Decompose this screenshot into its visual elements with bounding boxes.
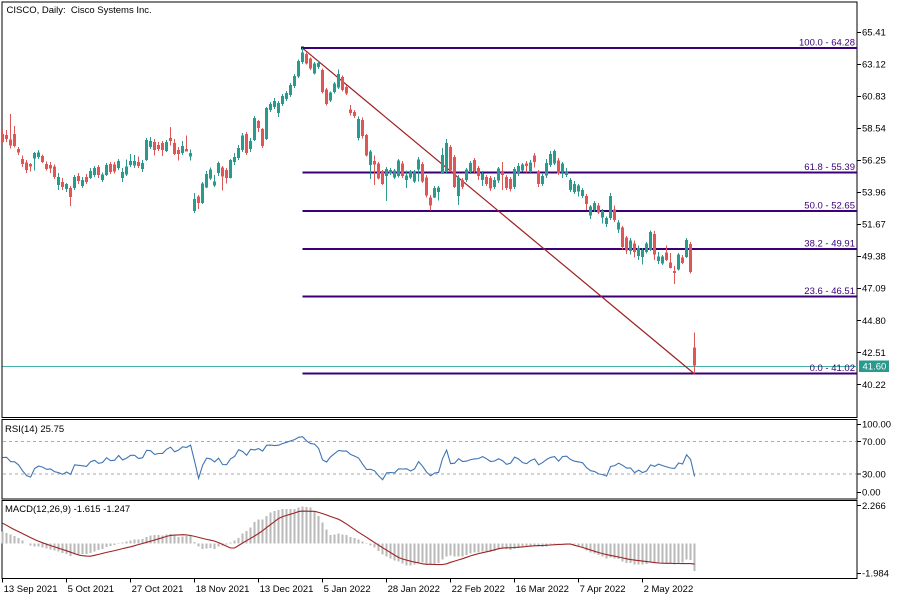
svg-text:2.266: 2.266 (862, 501, 886, 512)
svg-text:13 Dec 2021: 13 Dec 2021 (260, 584, 314, 595)
svg-text:40.22: 40.22 (862, 380, 886, 391)
svg-text:58.54: 58.54 (862, 124, 886, 135)
svg-text:38.2 - 49.91: 38.2 - 49.91 (804, 239, 855, 250)
svg-text:16 Mar 2022: 16 Mar 2022 (516, 584, 569, 595)
svg-text:7 Apr 2022: 7 Apr 2022 (580, 584, 626, 595)
svg-text:30.00: 30.00 (862, 469, 886, 480)
svg-text:22 Feb 2022: 22 Feb 2022 (452, 584, 505, 595)
svg-text:18 Nov 2021: 18 Nov 2021 (196, 584, 250, 595)
svg-text:2 May 2022: 2 May 2022 (644, 584, 694, 595)
svg-text:41.60: 41.60 (863, 362, 887, 373)
svg-text:-1.984: -1.984 (862, 569, 889, 580)
svg-text:100.00: 100.00 (862, 420, 891, 431)
svg-text:27 Oct 2021: 27 Oct 2021 (132, 584, 184, 595)
svg-text:5 Jan 2022: 5 Jan 2022 (324, 584, 371, 595)
svg-text:47.09: 47.09 (862, 284, 886, 295)
svg-text:65.41: 65.41 (862, 28, 886, 39)
svg-text:56.25: 56.25 (862, 156, 886, 167)
svg-text:60.83: 60.83 (862, 92, 886, 103)
svg-text:MACD(12,26,9) -1.615 -1.247: MACD(12,26,9) -1.615 -1.247 (5, 504, 130, 515)
svg-text:53.96: 53.96 (862, 188, 886, 199)
svg-text:13 Sep 2021: 13 Sep 2021 (4, 584, 58, 595)
svg-text:51.67: 51.67 (862, 220, 886, 231)
svg-text:63.12: 63.12 (862, 60, 886, 71)
svg-text:0.00: 0.00 (862, 488, 881, 499)
svg-text:23.6 - 46.51: 23.6 - 46.51 (804, 286, 855, 297)
svg-text:RSI(14) 25.75: RSI(14) 25.75 (5, 424, 64, 435)
svg-text:49.38: 49.38 (862, 252, 886, 263)
svg-text:0.0 - 41.02: 0.0 - 41.02 (810, 363, 855, 374)
svg-text:42.51: 42.51 (862, 348, 886, 359)
svg-text:100.0 - 64.28: 100.0 - 64.28 (799, 38, 855, 49)
svg-text:70.00: 70.00 (862, 437, 886, 448)
svg-text:50.0 - 52.65: 50.0 - 52.65 (804, 200, 855, 211)
svg-text:44.80: 44.80 (862, 316, 886, 327)
svg-text:28 Jan 2022: 28 Jan 2022 (388, 584, 440, 595)
svg-text:5 Oct 2021: 5 Oct 2021 (68, 584, 114, 595)
svg-text:CISCO, Daily: Cisco Systems I: CISCO, Daily: Cisco Systems Inc. (7, 5, 152, 16)
svg-text:61.8 - 55.39: 61.8 - 55.39 (804, 162, 855, 173)
